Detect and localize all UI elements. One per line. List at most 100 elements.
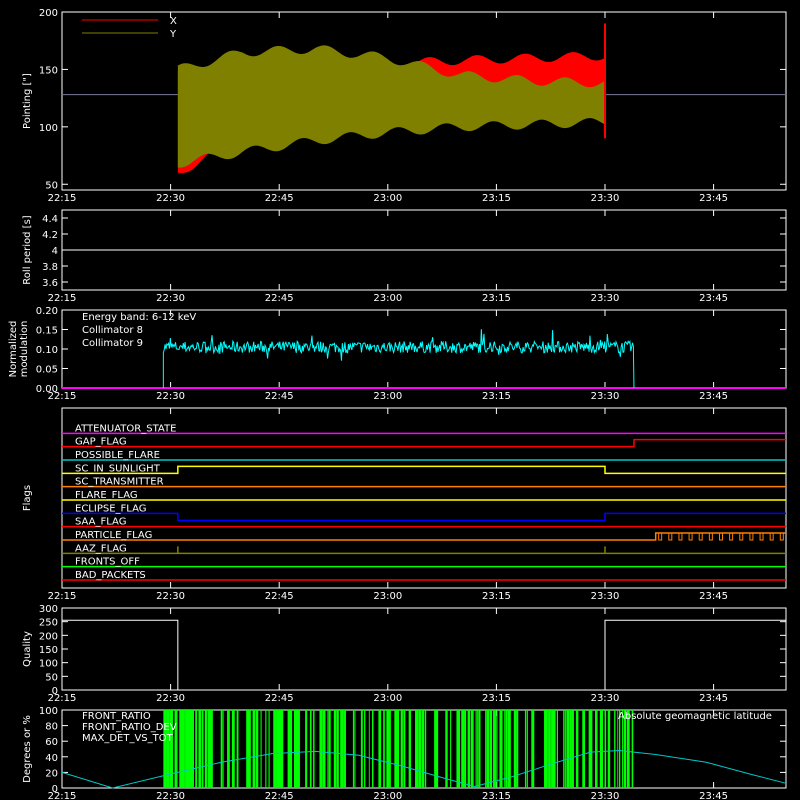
front-ratio-dev-bar xyxy=(494,710,496,788)
y-tick-label: 0.20 xyxy=(36,306,58,317)
front-ratio-dev-bar xyxy=(179,710,182,788)
front-ratio-dev-bar xyxy=(400,710,403,788)
front-ratio-dev-bar xyxy=(402,710,404,788)
front-ratio-dev-bar xyxy=(336,710,339,788)
front-ratio-dev-bar xyxy=(260,710,262,788)
front-ratio-dev-bar xyxy=(174,710,178,788)
legend-label-collimator-9: Collimator 9 xyxy=(82,338,143,349)
front-ratio-dev-bar xyxy=(335,710,337,788)
panel-4-frame xyxy=(61,407,787,589)
y-tick-label: 50 xyxy=(45,672,58,683)
front-ratio-dev-bar xyxy=(180,710,184,788)
flag-label-flare-flag: FLARE_FLAG xyxy=(75,490,138,501)
front-ratio-dev-bar xyxy=(279,710,283,788)
front-ratio-dev-bar xyxy=(166,710,169,788)
x-tick-label: 23:00 xyxy=(373,193,402,204)
front-ratio-dev-bar xyxy=(488,710,490,788)
x-tick-label: 22:45 xyxy=(265,693,294,704)
y-tick-label: 3.6 xyxy=(42,278,58,289)
front-ratio-dev-bar xyxy=(563,710,565,788)
front-ratio-dev-bar xyxy=(227,710,230,788)
front-ratio-dev-bar xyxy=(467,710,471,788)
front-ratio-dev-bar xyxy=(569,710,572,788)
flag-label-eclipse-flag: ECLIPSE_FLAG xyxy=(75,503,146,514)
front-ratio-dev-bar xyxy=(577,710,579,788)
front-ratio-dev-bar xyxy=(470,710,474,788)
x-tick-label: 22:30 xyxy=(156,193,185,204)
front-ratio-dev-bar xyxy=(545,710,548,788)
x-tick-label: 23:30 xyxy=(591,293,620,304)
front-ratio-dev-bar xyxy=(472,710,474,788)
front-ratio-dev-bar xyxy=(389,710,391,788)
x-tick-label: 22:30 xyxy=(156,693,185,704)
x-tick-label: 23:30 xyxy=(591,591,620,602)
x-tick-label: 23:30 xyxy=(591,791,620,800)
flag-label-sc-in-sunlight: SC_IN_SUNLIGHT xyxy=(75,463,161,474)
x-tick-label: 22:15 xyxy=(48,591,77,602)
front-ratio-dev-bar xyxy=(352,710,355,788)
front-ratio-dev-bar xyxy=(247,710,251,788)
flag-line-aaz-flag xyxy=(62,546,786,555)
x-tick-label: 22:45 xyxy=(265,293,294,304)
y-tick-label: 100 xyxy=(39,123,58,134)
front-ratio-dev-bar xyxy=(623,710,626,788)
x-tick-label: 22:45 xyxy=(265,591,294,602)
front-ratio-dev-bar xyxy=(575,710,579,788)
front-ratio-dev-bar xyxy=(327,710,329,788)
front-ratio-dev-bar xyxy=(281,710,284,788)
energy-band-label: Energy band: 6-12 keV xyxy=(82,312,196,323)
x-tick-label: 22:15 xyxy=(48,693,77,704)
collimator-8-trace xyxy=(162,329,635,389)
front-ratio-dev-bar xyxy=(553,710,556,788)
front-ratio-dev-bar xyxy=(394,710,398,788)
front-ratio-dev-bar xyxy=(343,710,346,788)
front-ratio-dev-bar xyxy=(477,710,479,788)
front-ratio-dev-bar xyxy=(255,710,259,788)
front-ratio-dev-bar xyxy=(531,710,535,788)
front-ratio-dev-bar xyxy=(507,710,511,788)
x-tick-label: 23:30 xyxy=(591,391,620,402)
x-tick-label: 22:15 xyxy=(48,293,77,304)
y-tick-label: 4.4 xyxy=(42,214,58,225)
x-tick-label: 22:45 xyxy=(265,391,294,402)
front-ratio-dev-bar xyxy=(607,710,611,788)
x-tick-label: 22:30 xyxy=(156,293,185,304)
legend-label-max-det-vs-tot: MAX_DET_VS_TOT xyxy=(82,733,174,744)
front-ratio-dev-bar xyxy=(333,710,337,788)
front-ratio-dev-bar xyxy=(524,710,526,788)
y-axis-label: Flags xyxy=(22,485,33,511)
front-ratio-dev-bars xyxy=(163,710,634,788)
front-ratio-dev-bar xyxy=(368,710,370,788)
x-tick-label: 23:00 xyxy=(373,293,402,304)
legend-label-front-ratio-dev: FRONT_RATIO_DEV xyxy=(82,722,177,733)
front-ratio-dev-bar xyxy=(445,710,448,788)
front-ratio-dev-bar xyxy=(313,710,315,788)
front-ratio-dev-bar xyxy=(387,710,390,788)
front-ratio-dev-bar xyxy=(231,710,235,788)
y-tick-label: 200 xyxy=(39,8,58,19)
x-tick-label: 23:45 xyxy=(699,791,728,800)
y-tick-label: 0 xyxy=(52,784,58,795)
front-ratio-dev-bar xyxy=(274,710,277,788)
x-tick-label: 23:00 xyxy=(373,391,402,402)
flag-label-particle-flag: PARTICLE_FLAG xyxy=(75,530,152,541)
front-ratio-dev-bar xyxy=(424,710,427,788)
front-ratio-dev-bar xyxy=(583,710,586,788)
x-tick-label: 23:45 xyxy=(699,293,728,304)
front-ratio-dev-bar xyxy=(516,710,519,788)
x-tick-label: 22:30 xyxy=(156,591,185,602)
y-tick-label: 0.05 xyxy=(36,365,58,376)
front-ratio-dev-bar xyxy=(485,710,487,788)
x-tick-label: 22:45 xyxy=(265,791,294,800)
geomagnetic-latitude-line xyxy=(61,750,787,789)
front-ratio-dev-bar xyxy=(564,710,566,788)
front-ratio-dev-bar xyxy=(626,710,630,788)
y-tick-label: 0.10 xyxy=(36,345,58,356)
front-ratio-dev-bar xyxy=(588,710,592,788)
front-ratio-dev-bar xyxy=(489,710,493,788)
front-ratio-dev-bar xyxy=(182,710,185,788)
x-tick-label: 23:00 xyxy=(373,693,402,704)
front-ratio-dev-bar xyxy=(397,710,400,788)
flag-line-sc-in-sunlight xyxy=(62,465,786,475)
front-ratio-dev-bar xyxy=(190,710,193,788)
